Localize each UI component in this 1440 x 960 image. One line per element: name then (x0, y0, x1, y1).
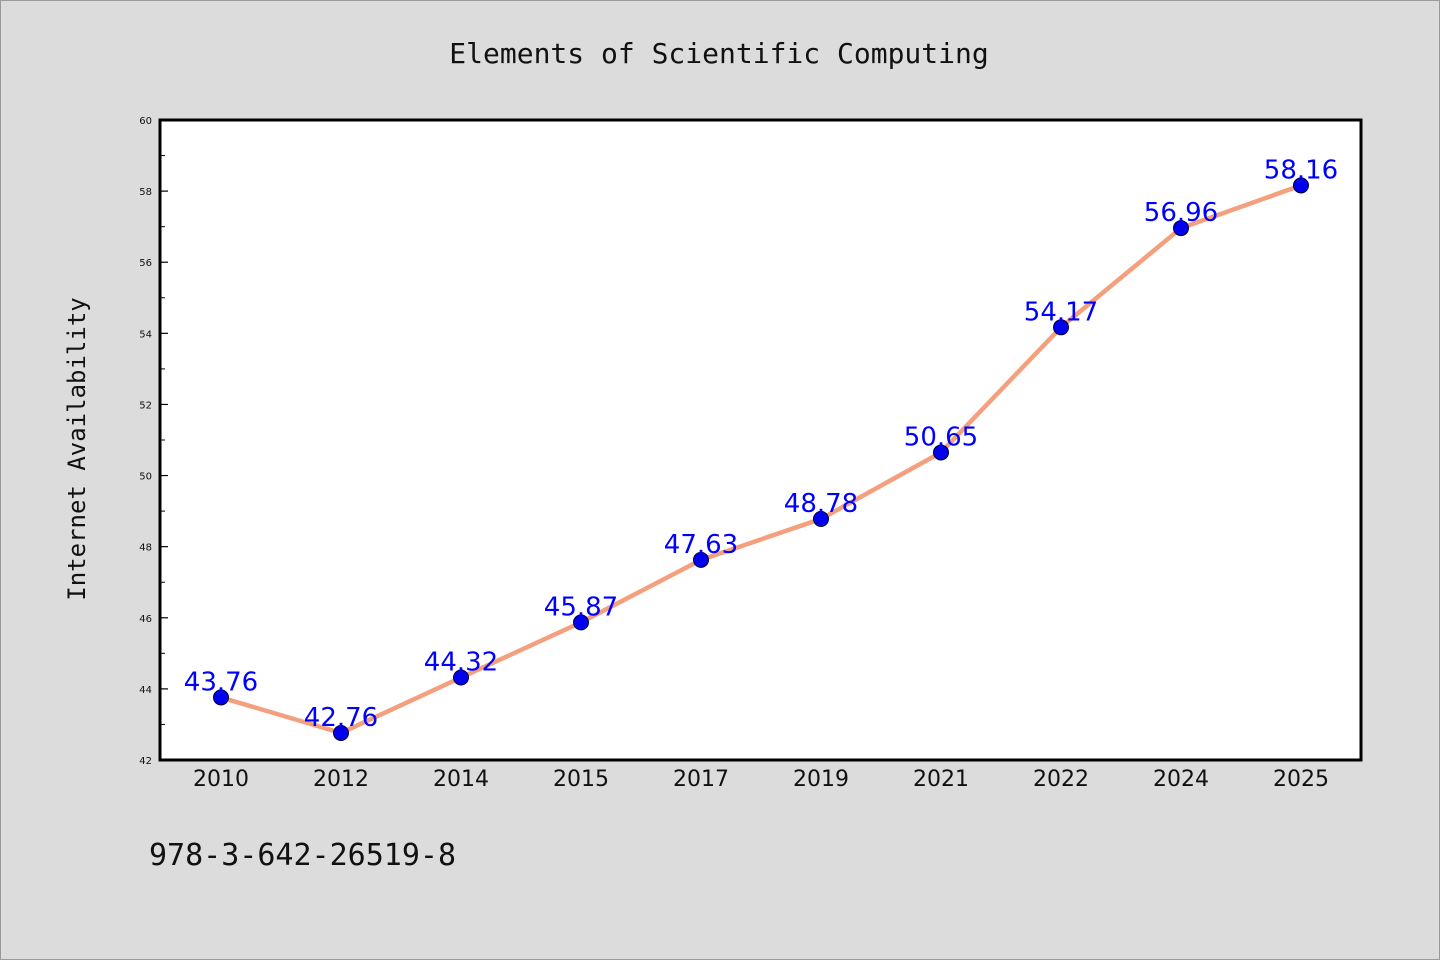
data-point (1053, 319, 1069, 336)
data-label: 44.32 (424, 648, 498, 678)
series-line (220, 183, 1302, 736)
x-tick-label: 2015 (553, 767, 609, 792)
x-tick-label: 2022 (1033, 767, 1089, 792)
isbn-text: 978-3-642-26519-8 (149, 838, 456, 873)
data-point (333, 724, 349, 741)
x-tick-label: 2017 (673, 767, 729, 792)
data-point (573, 614, 589, 631)
x-tick-label: 2012 (313, 767, 369, 792)
data-label: 58.16 (1264, 155, 1338, 185)
data-label: 48.78 (784, 489, 858, 519)
data-point (933, 444, 949, 461)
y-axis: 42 44 46 48 50 52 54 56 58 60 (139, 116, 168, 767)
data-label: 50.65 (904, 422, 978, 452)
data-point (813, 510, 829, 527)
data-label: 47.63 (664, 530, 738, 560)
y-tick-label: 58 (139, 187, 152, 198)
x-tick-label: 2019 (793, 767, 849, 792)
x-tick-label: 2025 (1273, 767, 1329, 792)
chart-title: Elements of Scientific Computing (449, 37, 988, 70)
y-tick-label: 46 (139, 614, 152, 625)
x-tick-label: 2014 (433, 767, 489, 792)
x-axis: 2010 2012 2014 2015 2017 2019 2021 2022 2024 2025 (193, 767, 1329, 792)
data-point (1293, 177, 1309, 194)
data-label: 56.96 (1144, 198, 1218, 228)
x-tick-label: 2010 (193, 767, 249, 792)
data-label: 45.87 (544, 592, 618, 622)
data-point (1173, 220, 1189, 237)
data-point (693, 551, 709, 568)
data-point (453, 669, 469, 686)
y-tick-label: 50 (139, 472, 152, 483)
y-tick-label: 48 (139, 543, 152, 554)
y-tick-label: 44 (139, 685, 152, 696)
data-label: 43.76 (184, 667, 258, 697)
data-label: 42.76 (304, 703, 378, 733)
data-label: 54.17 (1024, 297, 1098, 327)
plot-area (158, 118, 1363, 762)
y-tick-label: 56 (139, 258, 152, 269)
x-tick-label: 2024 (1153, 767, 1209, 792)
y-tick-label: 54 (139, 329, 152, 340)
data-point (213, 689, 229, 706)
y-tick-label: 52 (139, 400, 152, 411)
data-series: 43.76 42.76 44.32 45.87 47.63 48.78 50.65 54.17… (184, 155, 1338, 741)
y-tick-label: 60 (139, 116, 152, 127)
y-axis-label: Internet Availability (63, 297, 91, 600)
y-tick-label: 42 (139, 756, 152, 767)
x-tick-label: 2021 (913, 767, 969, 792)
